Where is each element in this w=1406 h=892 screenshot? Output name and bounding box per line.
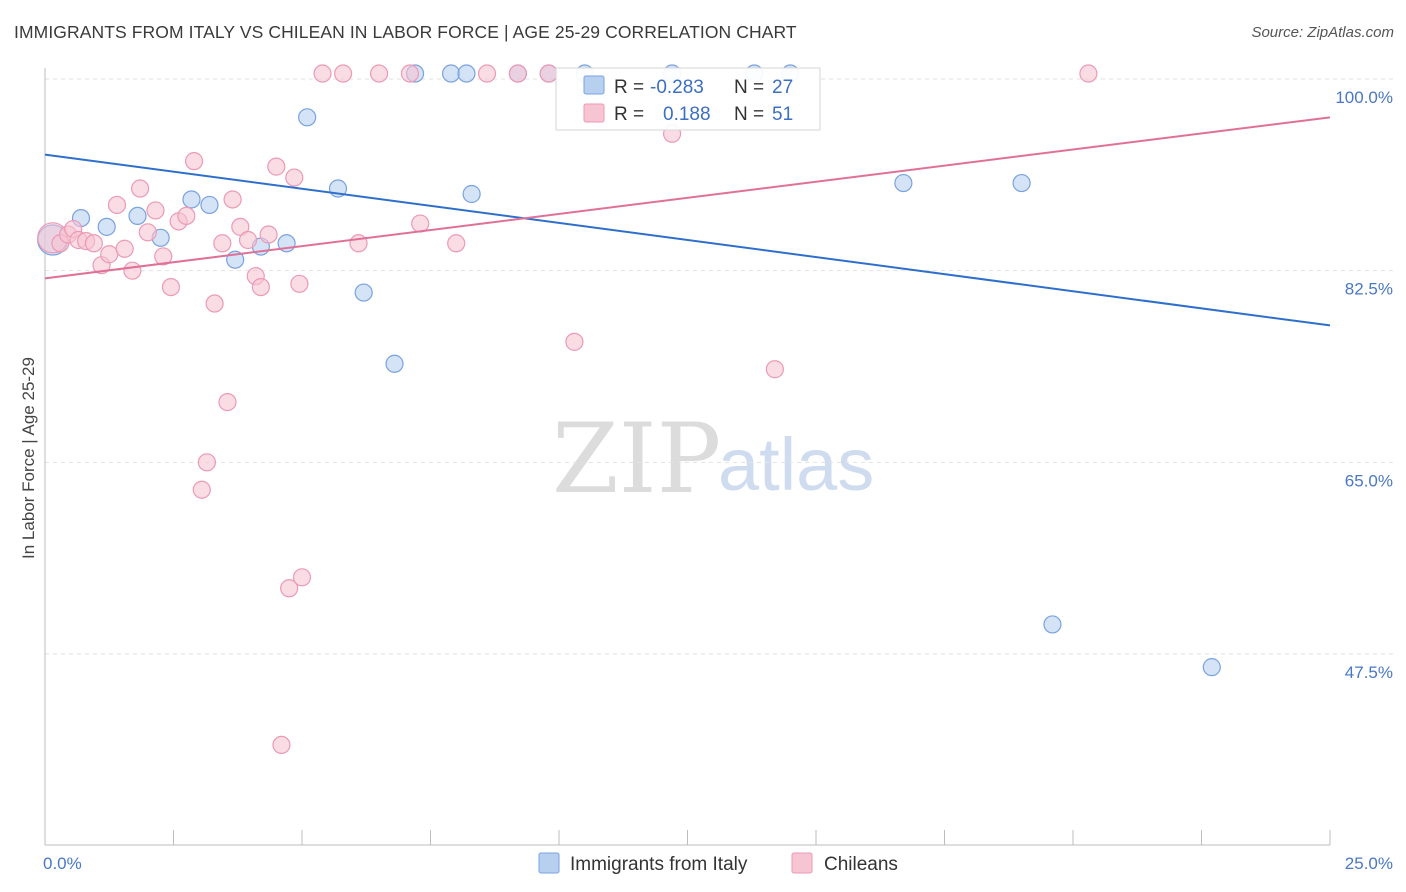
watermark: ZIP atlas bbox=[552, 403, 874, 515]
trend-line-italy bbox=[44, 153, 1331, 327]
series-chile-points bbox=[37, 64, 1098, 755]
italy-point bbox=[97, 217, 116, 236]
chile-point bbox=[267, 157, 286, 176]
legend-n-value-chile: 51 bbox=[772, 104, 793, 125]
bottom-legend-swatch-italy bbox=[538, 852, 560, 874]
source-credit: Source: ZipAtlas.com bbox=[1251, 24, 1394, 41]
chart-title: IMMIGRANTS FROM ITALY VS CHILEAN IN LABO… bbox=[14, 22, 797, 42]
chile-point bbox=[223, 190, 242, 209]
chile-point bbox=[177, 206, 196, 226]
chile-point bbox=[251, 277, 270, 297]
chile-point bbox=[115, 239, 134, 258]
legend-swatch-chile bbox=[583, 103, 605, 123]
chile-point bbox=[313, 64, 332, 83]
watermark-atlas: atlas bbox=[718, 423, 874, 506]
italy-point bbox=[1012, 173, 1031, 193]
chile-point bbox=[205, 294, 224, 313]
chile-point bbox=[130, 179, 150, 198]
chile-point bbox=[184, 152, 204, 171]
y-axis-label: In Labor Force | Age 25-29 bbox=[19, 357, 38, 559]
chile-point bbox=[161, 277, 181, 297]
chile-point bbox=[411, 214, 430, 233]
chile-point bbox=[123, 261, 142, 280]
chile-point bbox=[146, 201, 165, 220]
chile-point bbox=[107, 195, 127, 215]
chile-point bbox=[100, 245, 119, 264]
chile-point bbox=[280, 579, 299, 598]
italy-point bbox=[182, 190, 201, 209]
chile-point bbox=[565, 332, 584, 351]
chile-point bbox=[138, 223, 157, 242]
watermark-zip: ZIP bbox=[552, 403, 721, 515]
chile-point bbox=[272, 735, 291, 755]
y-tick-label: 47.5% bbox=[1345, 663, 1393, 682]
chile-point bbox=[447, 234, 466, 253]
trend-line-chile bbox=[44, 116, 1331, 280]
italy-point bbox=[1043, 615, 1062, 634]
legend-r-label-italy: R = bbox=[614, 77, 644, 98]
italy-point bbox=[385, 354, 404, 373]
x-axis-ticks bbox=[44, 830, 1331, 845]
chile-point bbox=[370, 64, 389, 83]
stats-legend: R = -0.283 N = 27 R = 0.188 N = 51 bbox=[555, 67, 821, 131]
chile-point bbox=[477, 64, 497, 83]
chile-point bbox=[218, 392, 237, 412]
chile-point bbox=[197, 453, 217, 472]
legend-r-label-chile: R = bbox=[614, 104, 644, 125]
italy-point bbox=[462, 184, 481, 204]
italy-point bbox=[1202, 658, 1221, 677]
y-tick-label: 100.0% bbox=[1335, 88, 1393, 107]
italy-point bbox=[354, 283, 373, 302]
italy-point bbox=[457, 64, 476, 83]
chile-point bbox=[213, 234, 232, 253]
legend-swatch-italy bbox=[583, 75, 605, 95]
gridlines bbox=[45, 78, 1393, 655]
series-italy-points bbox=[37, 64, 1221, 677]
chile-point bbox=[292, 568, 312, 587]
chile-point bbox=[290, 274, 309, 293]
chile-point bbox=[508, 64, 527, 83]
legend-n-label-italy: N = bbox=[734, 77, 764, 98]
chile-point bbox=[539, 64, 558, 83]
chile-point bbox=[238, 230, 258, 250]
legend-n-label-chile: N = bbox=[734, 104, 764, 125]
italy-point bbox=[128, 206, 147, 226]
chile-point bbox=[84, 234, 103, 253]
bottom-legend-label-italy: Immigrants from Italy bbox=[570, 854, 748, 875]
y-tick-label: 82.5% bbox=[1345, 280, 1393, 299]
chile-point bbox=[400, 64, 420, 83]
chile-point bbox=[154, 247, 173, 266]
y-tick-labels: 47.5% 65.0% 82.5% 100.0% bbox=[1335, 88, 1393, 682]
italy-point bbox=[200, 195, 219, 215]
chile-point bbox=[1079, 64, 1098, 83]
chile-point bbox=[192, 480, 211, 499]
chile-point bbox=[334, 64, 353, 83]
chile-point bbox=[765, 360, 784, 379]
y-tick-label: 65.0% bbox=[1345, 471, 1393, 490]
legend-r-value-chile: 0.188 bbox=[663, 104, 711, 125]
bottom-legend-label-chile: Chileans bbox=[824, 854, 898, 875]
x-tick-label-min: 0.0% bbox=[43, 854, 82, 873]
italy-point bbox=[894, 173, 913, 193]
series-legend: Immigrants from Italy Chileans bbox=[538, 852, 898, 875]
italy-point bbox=[298, 108, 317, 127]
chile-point bbox=[259, 225, 278, 244]
x-tick-label-max: 25.0% bbox=[1345, 854, 1393, 873]
legend-r-value-italy: -0.283 bbox=[650, 77, 704, 98]
chile-point bbox=[285, 168, 304, 187]
legend-n-value-italy: 27 bbox=[772, 77, 793, 98]
bottom-legend-swatch-chile bbox=[791, 852, 813, 874]
italy-point bbox=[441, 64, 461, 83]
